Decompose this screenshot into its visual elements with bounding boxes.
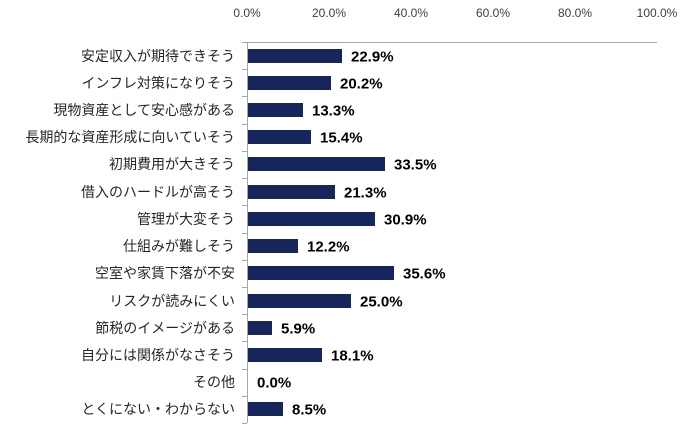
bar bbox=[248, 212, 375, 226]
x-axis-tick-label: 20.0% bbox=[311, 6, 347, 20]
category-axis-tickmark bbox=[242, 423, 247, 424]
category-label: 自分には関係がなさそう bbox=[81, 346, 235, 363]
bar bbox=[248, 348, 322, 362]
value-label: 8.5% bbox=[292, 401, 327, 419]
category-label: インフレ対策になりそう bbox=[81, 74, 235, 91]
category-axis-tickmark bbox=[242, 260, 247, 261]
value-label: 18.1% bbox=[331, 347, 374, 365]
category-label: 長期的な資産形成に向いていそう bbox=[25, 129, 235, 146]
bar bbox=[248, 402, 283, 416]
value-label: 30.9% bbox=[384, 211, 427, 229]
category-label: その他 bbox=[193, 374, 235, 391]
bar bbox=[248, 185, 335, 199]
category-label: 初期費用が大きそう bbox=[109, 156, 235, 173]
category-axis-tickmark bbox=[242, 124, 247, 125]
bar bbox=[248, 103, 303, 117]
x-axis-tick-label: 100.0% bbox=[636, 6, 678, 20]
category-label: 安定収入が期待できそう bbox=[81, 47, 235, 64]
x-axis-tick-label: 80.0% bbox=[557, 6, 593, 20]
value-label: 0.0% bbox=[257, 374, 292, 392]
bar bbox=[248, 130, 311, 144]
bar bbox=[248, 294, 351, 308]
value-label: 33.5% bbox=[394, 156, 437, 174]
category-label: 節税のイメージがある bbox=[95, 319, 235, 336]
category-axis-tickmark bbox=[242, 42, 247, 43]
category-axis-tickmark bbox=[242, 205, 247, 206]
category-label: 現物資産として安心感がある bbox=[53, 102, 235, 119]
category-axis-tickmark bbox=[242, 314, 247, 315]
value-label: 5.9% bbox=[281, 320, 316, 338]
category-axis-tickmark bbox=[242, 178, 247, 179]
category-axis-tickmark bbox=[242, 396, 247, 397]
category-axis-tickmark bbox=[242, 369, 247, 370]
bar bbox=[248, 239, 298, 253]
category-axis-line bbox=[247, 42, 248, 423]
category-label: 仕組みが難しそう bbox=[123, 238, 235, 255]
bar bbox=[248, 321, 272, 335]
x-axis-tick-label: 0.0% bbox=[233, 6, 261, 20]
bar bbox=[248, 266, 394, 280]
value-label: 13.3% bbox=[312, 102, 355, 120]
category-axis-tickmark bbox=[242, 233, 247, 234]
value-label: 12.2% bbox=[307, 238, 350, 256]
x-axis-tick-label: 40.0% bbox=[393, 6, 429, 20]
category-axis-tickmark bbox=[242, 96, 247, 97]
bar bbox=[248, 49, 342, 63]
category-axis-tickmark bbox=[242, 287, 247, 288]
value-label: 20.2% bbox=[340, 75, 383, 93]
category-label: 管理が大変そう bbox=[137, 210, 235, 227]
category-axis-tickmark bbox=[242, 69, 247, 70]
value-label: 25.0% bbox=[360, 293, 403, 311]
category-label: とくにない・わからない bbox=[81, 401, 235, 418]
top-axis-line bbox=[247, 42, 657, 43]
category-label: 借入のハードルが高そう bbox=[81, 183, 235, 200]
bar bbox=[248, 157, 385, 171]
value-label: 21.3% bbox=[344, 184, 387, 202]
bar bbox=[248, 76, 331, 90]
category-label: リスクが読みにくい bbox=[109, 292, 235, 309]
value-label: 35.6% bbox=[403, 265, 446, 283]
category-axis-tickmark bbox=[242, 151, 247, 152]
category-axis-tickmark bbox=[242, 341, 247, 342]
value-label: 15.4% bbox=[320, 129, 363, 147]
value-label: 22.9% bbox=[351, 48, 394, 66]
x-axis-tick-label: 60.0% bbox=[475, 6, 511, 20]
category-label: 空室や家賃下落が不安 bbox=[95, 265, 235, 282]
